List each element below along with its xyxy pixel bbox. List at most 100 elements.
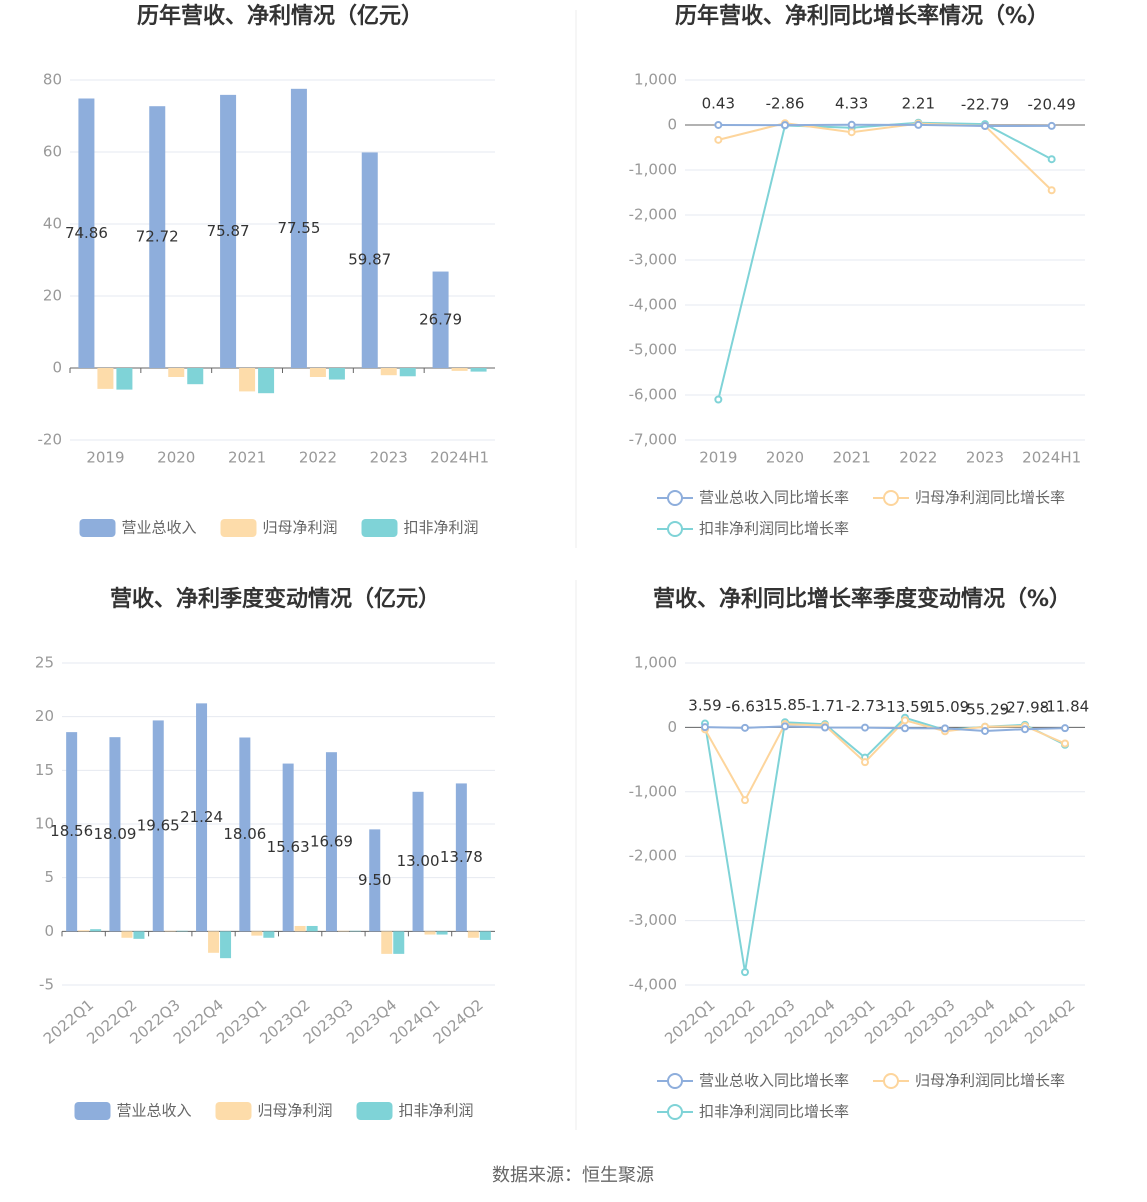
data-label: 77.55 — [277, 219, 320, 237]
bar — [263, 931, 275, 938]
point — [1021, 725, 1029, 734]
legend-label: 营业总收入同比增长率 — [699, 489, 849, 507]
bar — [164, 930, 176, 932]
y-tick-label: -3,000 — [629, 911, 677, 929]
y-tick-label: 1,000 — [634, 71, 677, 89]
legend-swatch — [667, 1073, 683, 1089]
point — [981, 726, 989, 735]
point — [861, 758, 869, 767]
series-line — [704, 716, 1066, 973]
point — [941, 724, 949, 733]
bar — [361, 152, 378, 368]
legend-swatch — [883, 490, 899, 506]
data-label: 59.87 — [348, 251, 391, 269]
bar — [306, 925, 318, 932]
bar — [470, 368, 487, 372]
data-label: -27.98 — [1001, 699, 1049, 717]
data-label: 18.09 — [93, 825, 136, 843]
data-label: 72.72 — [136, 228, 179, 246]
data-label: 15.63 — [267, 838, 310, 856]
bar — [337, 930, 349, 932]
bar — [78, 930, 90, 932]
bar — [133, 931, 145, 939]
data-label: 74.86 — [65, 224, 108, 242]
bar — [149, 106, 166, 368]
y-tick-label: -1,000 — [629, 161, 677, 179]
data-label: 13.78 — [440, 848, 483, 866]
data-label: -15.09 — [921, 698, 969, 716]
data-label: -20.49 — [1027, 95, 1075, 113]
data-label: -6.63 — [726, 697, 765, 715]
y-tick-label: -5 — [39, 976, 54, 994]
point — [1047, 121, 1056, 130]
point — [847, 128, 856, 137]
legend-label: 扣非净利润 — [399, 1102, 474, 1120]
legend-label: 归母净利润 — [258, 1102, 333, 1120]
data-label: 15.85 — [764, 696, 807, 714]
bar — [78, 98, 95, 368]
legend-swatch — [215, 1102, 252, 1120]
point — [981, 122, 989, 131]
point — [821, 723, 829, 732]
bar — [424, 931, 436, 935]
series-line — [717, 121, 1053, 400]
point — [714, 135, 723, 144]
data-label: -1.71 — [806, 697, 845, 715]
bar — [432, 271, 449, 368]
bar — [290, 88, 307, 368]
x-tick-label: 2021 — [228, 449, 266, 467]
chart-title: 营收、净利同比增长率季度变动情况（%） — [653, 586, 1071, 612]
x-tick-label: 2022 — [899, 449, 937, 467]
legend-swatch — [356, 1102, 393, 1120]
legend-label: 营业总收入 — [117, 1102, 192, 1120]
y-tick-label: 0 — [44, 922, 54, 940]
bar — [97, 368, 114, 389]
data-label: 18.06 — [223, 825, 266, 843]
y-tick-label: 0 — [667, 116, 677, 134]
bar — [309, 368, 326, 377]
point — [741, 796, 749, 805]
bar — [239, 737, 251, 932]
y-tick-label: 10 — [35, 815, 54, 833]
bar — [455, 783, 467, 932]
point — [714, 120, 723, 129]
legend-label: 扣非净利润 — [404, 519, 479, 537]
y-tick-label: 0 — [667, 718, 677, 736]
data-label: 75.87 — [207, 222, 250, 240]
y-tick-label: -2,000 — [629, 206, 677, 224]
x-tick-label: 2020 — [766, 449, 804, 467]
data-label: -2.73 — [846, 697, 885, 715]
x-tick-label: 2023 — [966, 449, 1004, 467]
x-tick-label: 2023 — [370, 449, 408, 467]
x-tick-label: 2021 — [833, 449, 871, 467]
bar — [116, 368, 133, 390]
legend-label: 归母净利润同比增长率 — [915, 1072, 1065, 1090]
data-label: -11.84 — [1041, 698, 1089, 716]
chart-title: 历年营收、净利情况（亿元） — [137, 3, 423, 29]
bar — [208, 931, 220, 953]
legend-swatch — [667, 1104, 683, 1120]
series-line — [704, 725, 1066, 732]
bar — [325, 752, 337, 932]
legend-label: 扣非净利润同比增长率 — [699, 1103, 849, 1121]
y-tick-label: 20 — [43, 287, 62, 305]
y-tick-label: 0 — [52, 359, 62, 377]
bar — [90, 929, 102, 932]
series-line — [704, 719, 1066, 803]
legend-label: 营业总收入 — [122, 519, 197, 537]
data-label: 21.24 — [180, 808, 223, 826]
legend-swatch — [361, 519, 398, 537]
data-label: 9.50 — [358, 871, 391, 889]
bar — [121, 931, 133, 938]
legend-swatch — [883, 1073, 899, 1089]
bar — [380, 368, 397, 376]
data-label: 3.59 — [688, 697, 721, 715]
data-label: 26.79 — [419, 310, 462, 328]
bar — [220, 931, 232, 959]
point — [901, 716, 909, 725]
bar — [381, 931, 393, 954]
bar — [294, 925, 306, 932]
bar — [393, 931, 405, 954]
bar — [239, 368, 256, 392]
